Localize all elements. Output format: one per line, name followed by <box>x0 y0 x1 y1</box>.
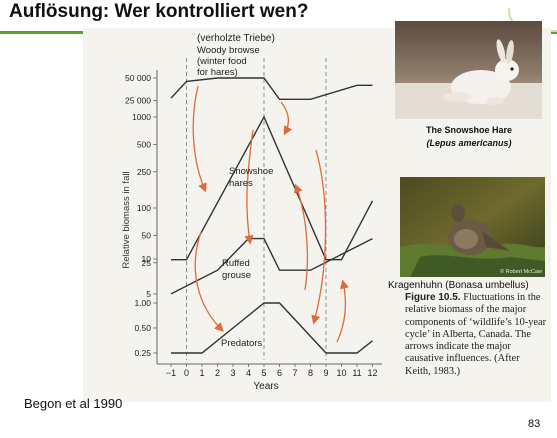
y-tick-label: 0.50 <box>134 323 151 333</box>
causal-arrow <box>337 282 345 342</box>
x-tick-label: 10 <box>336 368 346 378</box>
x-tick-label: 5 <box>261 368 266 378</box>
label-woody-browse: Woody browse (winter food for hares) <box>197 45 260 78</box>
y-tick-label: 1.00 <box>134 298 151 308</box>
x-tick-label: 1 <box>199 368 204 378</box>
figure-caption-number: Figure 10.5. <box>405 292 461 303</box>
series-lines <box>171 78 373 353</box>
label-woody-browse-line2: (winter food <box>197 56 247 67</box>
x-tick-label: 4 <box>246 368 251 378</box>
figure-caption: Figure 10.5. Fluctuations in the relativ… <box>405 292 547 378</box>
causal-arrow <box>296 186 307 290</box>
page-number: 83 <box>528 418 540 430</box>
y-tick-label: 25 000 <box>125 96 151 106</box>
x-tick-label: 3 <box>230 368 235 378</box>
y-tick-label: 1000 <box>132 112 151 122</box>
y-tick-label: 10 <box>142 254 152 264</box>
x-tick-label: 0 <box>184 368 189 378</box>
grouse-caption: Kragenhuhn (Bonasa umbellus) <box>388 280 529 291</box>
causal-arrow <box>193 86 205 190</box>
y-tick-label: 0.25 <box>134 348 151 358</box>
label-hares-line1: Snowshoe <box>229 166 273 177</box>
series-line-ruffed-grouse <box>171 239 373 294</box>
citation: Begon et al 1990 <box>24 396 122 411</box>
x-tick-label: 7 <box>292 368 297 378</box>
x-tick-label: 2 <box>215 368 220 378</box>
ruffed-grouse-photo: © Robert McCaw <box>400 177 545 277</box>
x-axis-label: Years <box>253 381 278 392</box>
series-line-snowshoe-hares <box>171 117 373 260</box>
label-ruffed-grouse: Ruffed grouse <box>222 258 251 281</box>
x-tick-label: −1 <box>166 368 176 378</box>
x-tick-label: 6 <box>277 368 282 378</box>
series-line-woody-browse <box>171 78 373 99</box>
x-tick-label: 11 <box>352 368 361 378</box>
y-tick-label: 500 <box>137 139 151 149</box>
hare-caption-common: The Snowshoe Hare <box>398 124 540 137</box>
hare-caption-scientific: (Lepus americanus) <box>398 137 540 150</box>
x-tick-labels: −1 0 1 2 3 4 5 6 7 8 9 10 11 12 <box>166 364 378 378</box>
y-tick-label: 50 <box>142 230 152 240</box>
y-tick-label: 100 <box>137 203 151 213</box>
hare-caption: The Snowshoe Hare (Lepus americanus) <box>398 124 540 150</box>
snowshoe-hare-photo <box>395 21 542 119</box>
label-woody-browse-line3: for hares) <box>197 67 238 78</box>
label-hares-line2: hares <box>229 178 253 189</box>
dashed-year-markers <box>187 58 327 360</box>
x-tick-label: 12 <box>367 368 377 378</box>
photo-credit: © Robert McCaw <box>500 269 542 275</box>
y-axis-label: Relative biomass in fall <box>121 171 132 268</box>
label-predators: Predators <box>221 338 262 349</box>
label-snowshoe-hares: Snowshoe hares <box>229 166 273 189</box>
label-woody-browse-line1: Woody browse <box>197 45 260 56</box>
figure-caption-text: Fluctuations in the relative biomass of … <box>405 292 546 377</box>
x-tick-label: 9 <box>323 368 328 378</box>
label-grouse-line2: grouse <box>222 270 251 281</box>
figure-subtitle: (verholzte Triebe) <box>197 33 275 44</box>
label-grouse-line1: Ruffed <box>222 258 250 269</box>
causal-arrow <box>195 232 222 330</box>
x-tick-label: 8 <box>308 368 313 378</box>
y-tick-label: 250 <box>137 167 151 177</box>
causal-arrow <box>281 102 288 133</box>
y-tick-label: 50 000 <box>125 73 151 83</box>
